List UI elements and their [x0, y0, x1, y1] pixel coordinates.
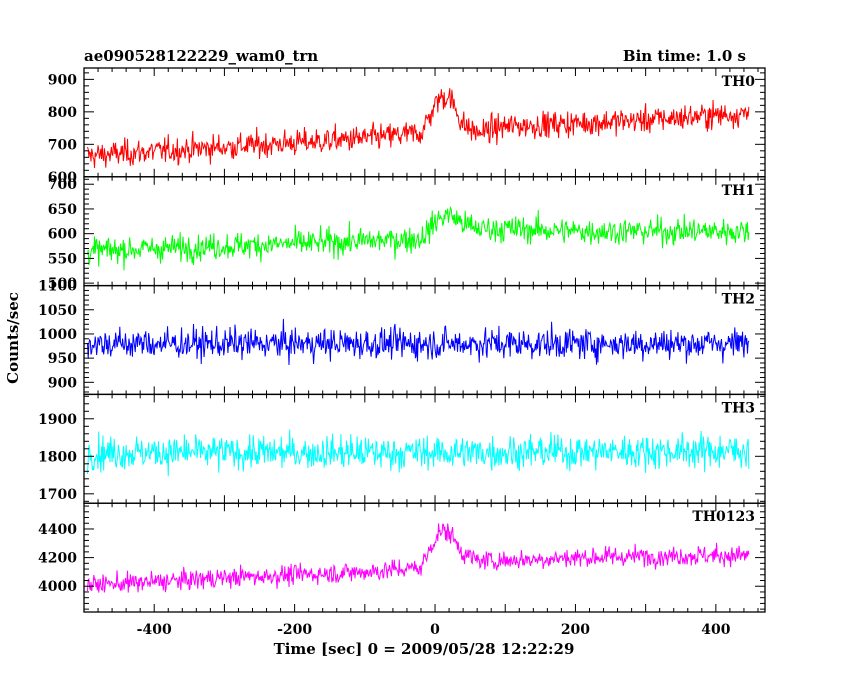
y-tick-label: 900 — [48, 72, 77, 88]
y-tick-label: 700 — [48, 137, 77, 153]
y-tick-label: 600 — [48, 227, 77, 243]
panel-label-th2: TH2 — [722, 292, 755, 308]
y-tick-label: 950 — [48, 351, 77, 367]
bin-time-label: Bin time: 1.0 s — [623, 47, 746, 65]
panel-th3: 1700 1800 1900 TH3 — [38, 393, 766, 504]
y-tick-label: 4200 — [38, 551, 77, 567]
y-tick-label: 1700 — [38, 487, 77, 503]
x-tick-label: -400 — [137, 622, 172, 638]
panel-frame — [83, 176, 766, 287]
y-tick-label: 4000 — [38, 579, 77, 595]
series-line-th2 — [87, 318, 750, 366]
y-tick-label: 700 — [48, 177, 77, 193]
y-tick-label: 800 — [48, 105, 77, 121]
y-tick-label: 1800 — [38, 449, 77, 465]
x-tick-label: 400 — [701, 622, 730, 638]
y-axis-title: Counts/sec — [4, 292, 22, 384]
panel-th1: 500 550 600 650 700 TH1 — [48, 176, 766, 292]
series-line-th0123 — [87, 523, 750, 593]
series-line-th1 — [87, 205, 750, 271]
panel-frame — [83, 502, 766, 613]
x-tick-label: 200 — [561, 622, 590, 638]
y-tick-label: 550 — [48, 251, 77, 267]
panel-label-th0123: TH0123 — [692, 509, 755, 525]
panel-label-th3: TH3 — [722, 400, 755, 416]
y-tick-label: 500 — [48, 276, 77, 292]
y-tick-label: 1100 — [38, 279, 77, 295]
x-axis: -400 -200 0 200 400 — [137, 622, 731, 638]
y-tick-label: 1000 — [38, 327, 77, 343]
panel-th0: 600 700 800 900 TH0 — [48, 67, 766, 186]
panel-th2: 900 950 1000 1050 1100 TH2 — [38, 279, 766, 396]
x-tick-label: 0 — [430, 622, 440, 638]
y-tick-label: 1050 — [38, 303, 77, 319]
panel-label-th1: TH1 — [722, 183, 755, 199]
y-tick-label: 600 — [48, 170, 77, 186]
x-axis-title: Time [sec] 0 = 2009/05/28 12:22:29 — [274, 640, 575, 658]
y-tick-label: 4400 — [38, 522, 77, 538]
series-line-th0 — [87, 88, 750, 169]
y-tick-label: 900 — [48, 375, 77, 391]
x-tick-label: -200 — [277, 622, 312, 638]
figure-title: ae090528122229_wam0_trn — [84, 47, 318, 65]
y-tick-label: 1900 — [38, 412, 77, 428]
panel-th0123: 4000 4200 4400 TH0123 — [38, 502, 766, 613]
panel-label-th0: TH0 — [722, 74, 756, 90]
series-line-th3 — [87, 429, 750, 477]
y-tick-label: 650 — [48, 202, 77, 218]
